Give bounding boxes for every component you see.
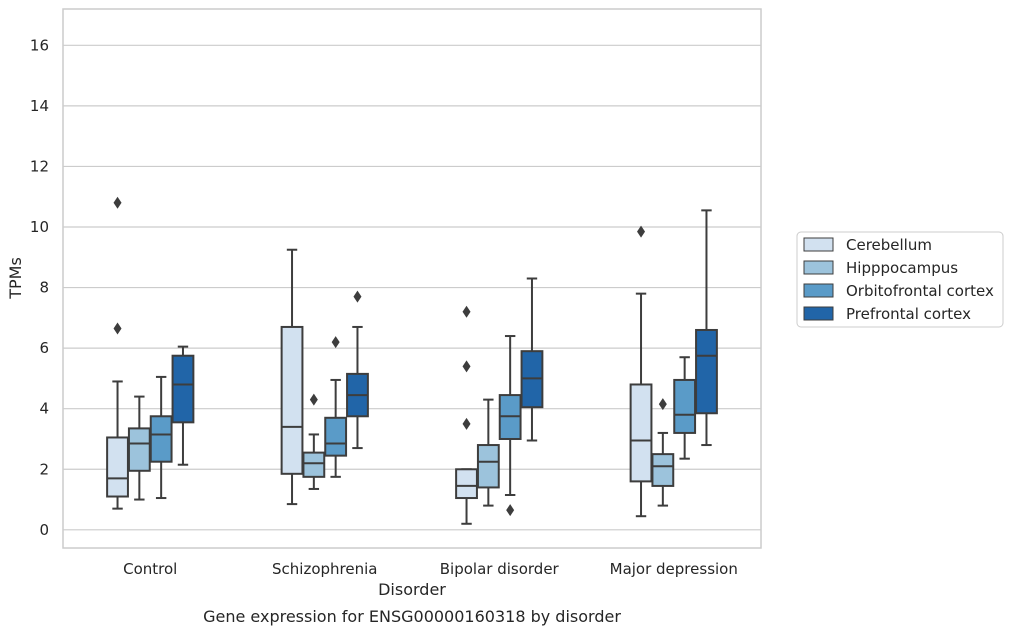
- y-tick-label: 2: [39, 460, 49, 478]
- x-tick-label: Major depression: [610, 560, 738, 578]
- y-tick-label: 12: [30, 157, 49, 175]
- y-axis-title: TPMs: [6, 257, 25, 300]
- box-hipppocampus: [302, 393, 326, 490]
- iqr-box: [280, 325, 304, 475]
- y-tick-label: 4: [39, 400, 49, 418]
- iqr-box: [324, 416, 348, 457]
- y-tick-label: 6: [39, 339, 49, 357]
- iqr-box: [673, 378, 697, 434]
- iqr-box: [149, 415, 173, 463]
- x-tick-label: Control: [123, 560, 177, 578]
- iqr-box: [476, 444, 500, 489]
- iqr-box: [455, 468, 478, 500]
- legend-swatch: [803, 237, 834, 252]
- outlier-point: [506, 504, 515, 517]
- legend-frame: [796, 231, 1004, 328]
- legend-items: Cerebellum Hipppocampus Orbitofrontal cort…: [803, 236, 994, 323]
- box-plots: [106, 196, 718, 525]
- iqr-box: [127, 427, 151, 472]
- iqr-box: [695, 328, 718, 415]
- outlier-point: [113, 322, 122, 335]
- box-cerebellum: [455, 305, 478, 525]
- box-hipppocampus: [476, 398, 500, 507]
- outlier-point: [462, 360, 471, 373]
- y-tick-label: 0: [39, 521, 49, 539]
- box-orbitofrontal-cortex: [498, 335, 522, 517]
- iqr-box: [302, 451, 326, 478]
- legend: Cerebellum Hipppocampus Orbitofrontal cort…: [796, 231, 1004, 328]
- box-cerebellum: [629, 225, 653, 518]
- legend-swatch: [803, 283, 834, 298]
- iqr-box: [629, 383, 653, 483]
- legend-swatch: [803, 260, 834, 275]
- box-prefrontal-cortex: [346, 290, 369, 450]
- y-tick-label: 14: [30, 97, 49, 115]
- box-orbitofrontal-cortex: [324, 336, 348, 478]
- box-hipppocampus: [651, 398, 675, 507]
- iqr-box: [106, 436, 129, 498]
- box-prefrontal-cortex: [695, 209, 718, 447]
- legend-label: Prefrontal cortex: [846, 305, 971, 323]
- box-cerebellum: [280, 248, 304, 506]
- outlier-point: [658, 398, 667, 411]
- outlier-point: [462, 305, 471, 318]
- y-tick-label: 16: [30, 36, 49, 54]
- legend-label: Cerebellum: [846, 236, 932, 254]
- x-tick-label: Schizophrenia: [272, 560, 377, 578]
- box-orbitofrontal-cortex: [673, 356, 697, 460]
- x-axis-ticks: Control Schizophrenia Bipolar disorder Majo…: [123, 560, 738, 578]
- box-prefrontal-cortex: [520, 277, 544, 442]
- outlier-point: [637, 225, 646, 238]
- box-cerebellum: [106, 196, 129, 510]
- box-prefrontal-cortex: [171, 345, 195, 466]
- legend-swatch: [803, 306, 834, 321]
- legend-label: Orbitofrontal cortex: [846, 282, 994, 300]
- outlier-point: [113, 196, 122, 209]
- iqr-box: [651, 453, 675, 487]
- legend-label: Hipppocampus: [846, 259, 958, 277]
- plot-frame: [62, 8, 762, 549]
- outlier-point: [462, 417, 471, 430]
- x-axis-title: Disorder: [378, 580, 446, 599]
- y-axis-ticks: 0 2 4 6 8 10 12 14 16: [30, 36, 49, 538]
- iqr-box: [171, 354, 195, 424]
- box-hipppocampus: [127, 395, 151, 501]
- outlier-point: [331, 336, 340, 349]
- chart-caption: Gene expression for ENSG00000160318 by d…: [203, 607, 621, 626]
- outlier-point: [353, 290, 362, 303]
- box-orbitofrontal-cortex: [149, 375, 173, 500]
- y-tick-label: 8: [39, 279, 49, 297]
- y-tick-label: 10: [30, 218, 49, 236]
- x-tick-label: Bipolar disorder: [440, 560, 560, 578]
- outlier-point: [309, 393, 318, 406]
